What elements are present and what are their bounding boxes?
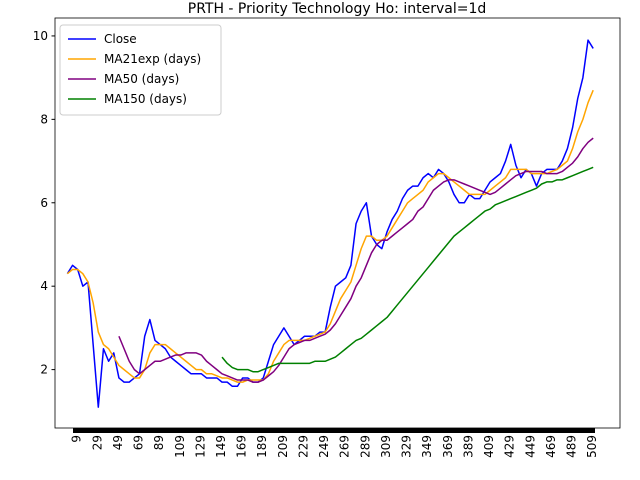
x-tick-label: 429: [503, 435, 517, 458]
x-tick-label: 489: [565, 435, 579, 458]
legend-label: MA150 (days): [104, 92, 187, 106]
x-tick-label: 409: [482, 435, 496, 458]
series-line: [118, 137, 594, 383]
x-tick-label: 189: [255, 435, 269, 458]
series-line: [66, 39, 594, 408]
legend-label: MA21exp (days): [104, 52, 201, 66]
x-tick-label: 509: [585, 435, 599, 458]
y-tick-label: 4: [40, 279, 48, 293]
x-tick-label: 69: [132, 435, 146, 450]
x-tick-label: 29: [90, 435, 104, 450]
x-tick-label: 109: [173, 435, 187, 458]
series-line: [66, 89, 594, 383]
x-tick-label: 49: [111, 435, 125, 450]
x-tick-label: 389: [461, 435, 475, 458]
legend-label: Close: [104, 32, 137, 46]
x-tick-label: 449: [523, 435, 537, 458]
x-tick-label: 349: [420, 435, 434, 458]
legend-label: MA50 (days): [104, 72, 179, 86]
minor-tick-band: [73, 428, 595, 433]
x-tick-label: 269: [338, 435, 352, 458]
y-tick-label: 10: [33, 29, 48, 43]
x-tick-label: 469: [544, 435, 558, 458]
x-tick-label: 369: [441, 435, 455, 458]
x-tick-label: 309: [379, 435, 393, 458]
legend-box: [59, 24, 222, 116]
x-tick-label: 129: [193, 435, 207, 458]
series-line: [221, 166, 594, 373]
x-tick-label: 249: [317, 435, 331, 458]
x-tick-label: 169: [235, 435, 249, 458]
axes-frame: [54, 17, 621, 429]
x-tick-label: 289: [358, 435, 372, 458]
y-tick-label: 6: [40, 196, 48, 210]
x-tick-label: 229: [296, 435, 310, 458]
x-tick-label: 209: [276, 435, 290, 458]
chart-title: PRTH - Priority Technology Ho: interval=…: [188, 1, 487, 17]
x-tick-label: 89: [152, 435, 166, 450]
x-tick-label: 329: [400, 435, 414, 458]
y-tick-label: 8: [40, 112, 48, 126]
x-tick-label: 9: [70, 435, 84, 443]
y-tick-label: 2: [40, 363, 48, 377]
x-tick-label: 149: [214, 435, 228, 458]
